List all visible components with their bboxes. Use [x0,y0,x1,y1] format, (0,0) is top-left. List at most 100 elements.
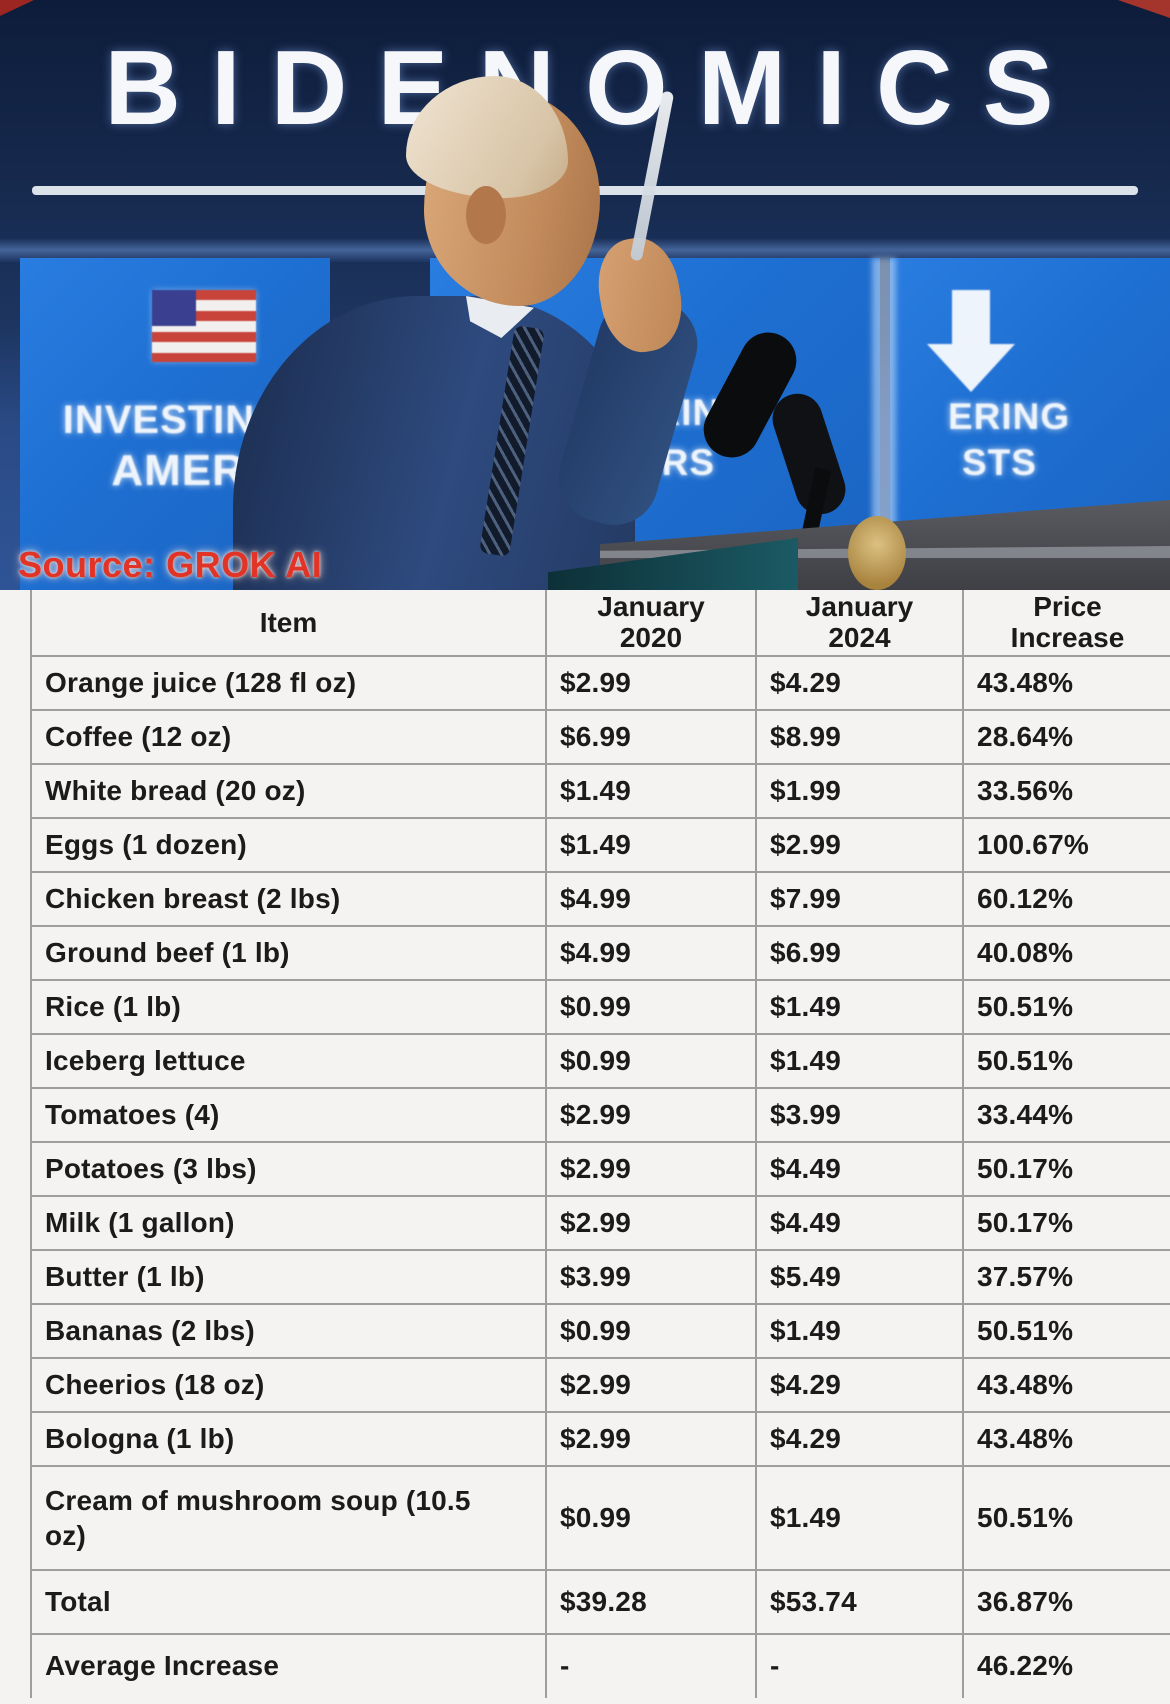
value-cell-increase: 50.51% [962,1033,1170,1088]
table-row: Rice (1 lb) $0.99 $1.49 50.51% [31,979,1170,1034]
value-cell-increase: 50.17% [962,1195,1170,1250]
value-cell-2024: $4.29 [755,655,963,710]
value-cell-increase: 50.17% [962,1141,1170,1196]
price-table-section: Item January 2020 January 2024 Price Inc… [0,590,1170,1704]
item-cell: Potatoes (3 lbs) [45,1152,257,1184]
table-row: Eggs (1 dozen) $1.49 $2.99 100.67% [31,817,1170,872]
item-cell: Chicken breast (2 lbs) [45,882,341,914]
value-cell-2020: $2.99 [545,1141,756,1196]
table-row: Coffee (12 oz) $6.99 $8.99 28.64% [31,709,1170,764]
value-cell-increase: 33.56% [962,763,1170,818]
source-value: GROK AI [166,544,323,585]
value-cell-2020: $2.99 [545,1411,756,1466]
presidential-seal [848,516,906,590]
price-table: Item January 2020 January 2024 Price Inc… [30,590,1170,1698]
value-cell-2020: $1.49 [545,817,756,872]
value-cell-2024: $1.49 [755,1033,963,1088]
item-cell: Rice (1 lb) [45,990,182,1022]
table-row: Ground beef (1 lb) $4.99 $6.99 40.08% [31,925,1170,980]
table-row: Tomatoes (4) $2.99 $3.99 33.44% [31,1087,1170,1142]
source-label: Source: [18,544,156,585]
value-cell-2024: $53.74 [755,1569,963,1634]
source-credit: Source: GROK AI [18,544,322,586]
value-cell-2024: $4.29 [755,1411,963,1466]
value-cell-2024: $4.49 [755,1141,963,1196]
table-row: Bananas (2 lbs) $0.99 $1.49 50.51% [31,1303,1170,1358]
sign-text-right-line1: ERING [948,396,1071,437]
sign-text-mid-line2: RS [661,442,715,483]
item-cell: Tomatoes (4) [45,1098,220,1130]
value-cell-2020: $2.99 [545,1357,756,1412]
item-cell: Bananas (2 lbs) [45,1314,255,1346]
value-cell-2024: $7.99 [755,871,963,926]
value-cell-2020: $2.99 [545,655,756,710]
value-cell-2024: - [755,1633,963,1698]
value-cell-2020: $39.28 [545,1569,756,1634]
sign-text-right-line2: STS [962,442,1037,483]
item-cell: Butter (1 lb) [45,1260,205,1292]
value-cell-increase: 43.48% [962,1411,1170,1466]
red-corner-accent [0,0,34,16]
item-cell: Iceberg lettuce [45,1044,246,1076]
value-cell-increase: 40.08% [962,925,1170,980]
col-header-item: Item [259,606,318,638]
value-cell-2020: $0.99 [545,1033,756,1088]
value-cell-2020: $1.49 [545,763,756,818]
table-row: Milk (1 gallon) $2.99 $4.49 50.17% [31,1195,1170,1250]
value-cell-2024: $6.99 [755,925,963,980]
value-cell-2024: $4.49 [755,1195,963,1250]
item-cell: Ground beef (1 lb) [45,936,290,968]
value-cell-2024: $4.29 [755,1357,963,1412]
value-cell-2024: $5.49 [755,1249,963,1304]
table-row: Chicken breast (2 lbs) $4.99 $7.99 60.12% [31,871,1170,926]
value-cell-increase: 37.57% [962,1249,1170,1304]
summary-row: Average Increase - -46.22% [31,1633,1170,1698]
item-cell: Bologna (1 lb) [45,1422,235,1454]
value-cell-increase: 50.51% [962,1303,1170,1358]
down-arrow-icon [927,344,1015,392]
value-cell-2024: $2.99 [755,817,963,872]
value-cell-increase: 50.51% [962,979,1170,1034]
value-cell-2020: $4.99 [545,871,756,926]
value-cell-2020: $0.99 [545,1465,756,1570]
value-cell-increase: 36.87% [962,1569,1170,1634]
value-cell-2024: $1.49 [755,979,963,1034]
item-cell: White bread (20 oz) [45,774,306,806]
col-header-price-increase: Price Increase [962,590,1170,656]
table-row: Cream of mushroom soup (10.5 oz) $0.99 $1.… [31,1465,1170,1570]
price-table-header: Item January 2020 January 2024 Price Inc… [31,590,1170,656]
item-cell: Cream of mushroom soup (10.5 oz) [45,1484,471,1551]
value-cell-2020: $0.99 [545,1303,756,1358]
value-cell-2020: - [545,1633,756,1698]
item-cell: Eggs (1 dozen) [45,828,247,860]
col-header-january-2024: January 2024 [755,590,963,656]
price-table-body: Orange juice (128 fl oz) $2.99 $4.29 43.48%… [31,655,1170,1698]
summary-row: Total $39.28 $53.74 36.87% [31,1569,1170,1634]
header-row: Item January 2020 January 2024 Price Inc… [31,590,1170,656]
value-cell-2024: $1.49 [755,1303,963,1358]
item-cell: Cheerios (18 oz) [45,1368,265,1400]
table-row: Iceberg lettuce $0.99 $1.49 50.51% [31,1033,1170,1088]
value-cell-2020: $4.99 [545,925,756,980]
col-header-january-2020: January 2020 [545,590,756,656]
table-row: Bologna (1 lb) $2.99 $4.29 43.48% [31,1411,1170,1466]
value-cell-increase: 60.12% [962,871,1170,926]
item-cell: Total [45,1585,111,1617]
value-cell-increase: 33.44% [962,1087,1170,1142]
value-cell-increase: 50.51% [962,1465,1170,1570]
value-cell-2024: $1.99 [755,763,963,818]
table-row: Cheerios (18 oz) $2.99 $4.29 43.48% [31,1357,1170,1412]
value-cell-increase: 46.22% [962,1633,1170,1698]
value-cell-2020: $2.99 [545,1087,756,1142]
down-arrow-icon [952,290,990,346]
value-cell-increase: 43.48% [962,1357,1170,1412]
table-row: White bread (20 oz) $1.49 $1.99 33.56% [31,763,1170,818]
item-cell: Average Increase [45,1650,280,1682]
value-cell-2024: $3.99 [755,1087,963,1142]
table-row: Butter (1 lb) $3.99 $5.49 37.57% [31,1249,1170,1304]
value-cell-2020: $6.99 [545,709,756,764]
item-cell: Milk (1 gallon) [45,1206,235,1238]
item-cell: Orange juice (128 fl oz) [45,666,357,698]
value-cell-increase: 100.67% [962,817,1170,872]
flag-canton [152,290,196,326]
